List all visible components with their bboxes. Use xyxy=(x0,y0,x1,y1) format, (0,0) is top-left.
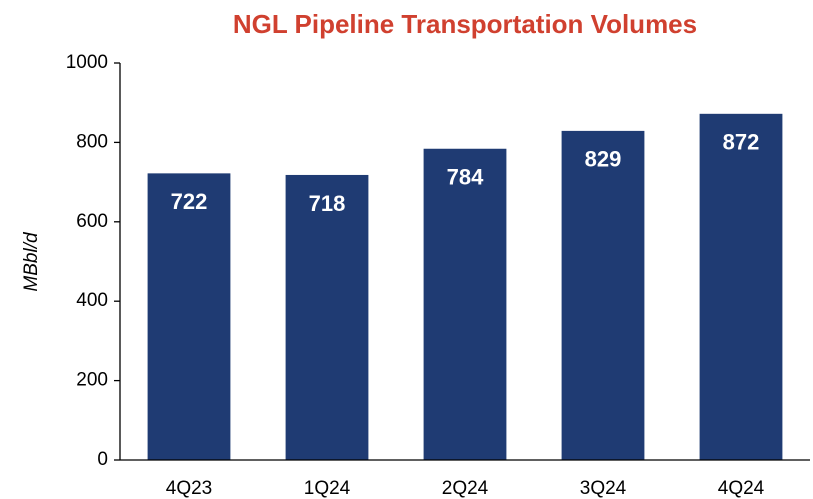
chart-title: NGL Pipeline Transportation Volumes xyxy=(233,9,697,39)
data-label: 718 xyxy=(309,191,346,216)
bar xyxy=(699,113,783,460)
bar xyxy=(423,148,507,460)
y-tick-label: 600 xyxy=(76,211,108,232)
data-label: 722 xyxy=(171,189,208,214)
data-label: 829 xyxy=(585,147,622,172)
y-tick-label: 1000 xyxy=(66,52,108,73)
x-tick-label: 3Q24 xyxy=(580,478,627,499)
y-tick-label: 200 xyxy=(76,370,108,391)
x-tick-label: 4Q23 xyxy=(166,478,212,499)
x-tick-label: 4Q24 xyxy=(718,478,765,499)
bar xyxy=(561,130,645,460)
x-tick-label: 1Q24 xyxy=(304,478,351,499)
data-label: 872 xyxy=(723,130,760,155)
y-axis-label: MBbl/d xyxy=(21,231,42,292)
data-label: 784 xyxy=(447,165,484,190)
y-tick-label: 400 xyxy=(76,290,108,311)
bar xyxy=(285,174,369,461)
bar xyxy=(147,173,231,460)
y-tick-label: 0 xyxy=(97,449,108,470)
x-tick-label: 2Q24 xyxy=(442,478,489,499)
y-tick-label: 800 xyxy=(76,131,108,152)
